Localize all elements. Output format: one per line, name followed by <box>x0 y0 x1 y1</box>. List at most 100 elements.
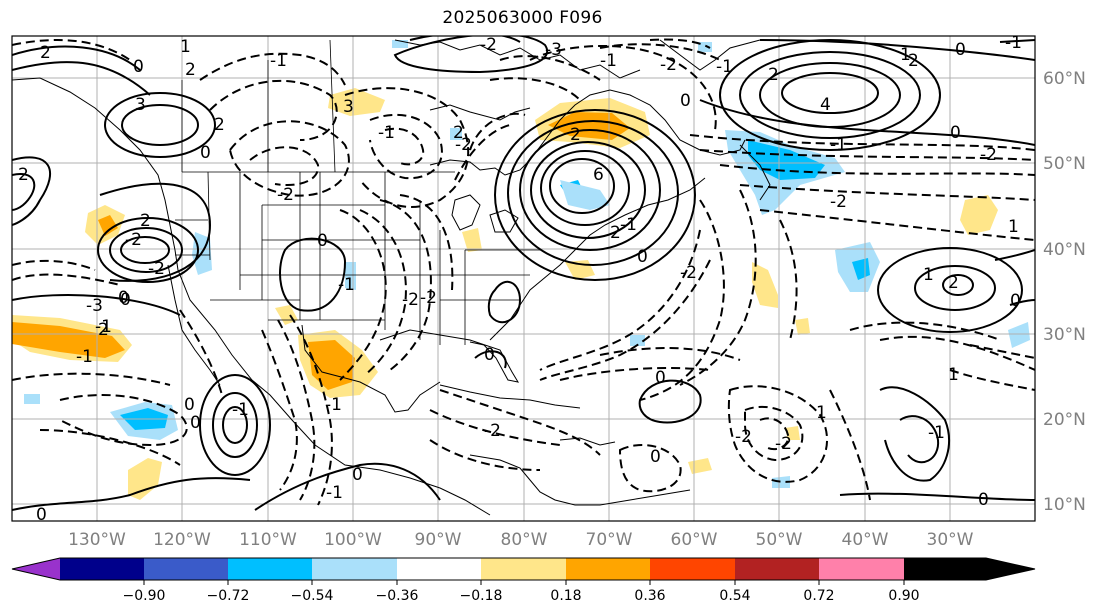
colorbar-tick-label: −0.90 <box>123 588 166 604</box>
contour-label: 6 <box>593 165 604 185</box>
contour-label: 4 <box>820 95 831 115</box>
contour-label: 0 <box>200 143 211 163</box>
contour-label: 2 <box>768 65 779 85</box>
colorbar-tick-label: 0.36 <box>634 588 665 604</box>
lon-label: 70°W <box>586 530 633 550</box>
colorbar-tick-label: −0.36 <box>376 588 419 604</box>
latitude-labels: 60°N 50°N 40°N 30°N 20°N 10°N <box>1043 69 1086 515</box>
contour-label: -1 <box>326 483 343 503</box>
colorbar-extend-high <box>904 558 1035 580</box>
contour-label: -1 <box>1005 33 1022 53</box>
colorbar-swatch <box>397 558 481 580</box>
contour-label: 0 <box>484 345 495 365</box>
colorbar-tick-label: −0.18 <box>460 588 503 604</box>
contour-label: 2 <box>98 320 109 340</box>
contour-label: 2 <box>610 223 621 243</box>
map-area: 2 1 2 0 3 2 2 0 -1 -2 3 0 -1 -2 2 4 -2 -… <box>12 33 1035 525</box>
contour-label: -2 <box>775 434 792 454</box>
contour-label: 2 <box>18 165 29 185</box>
longitude-labels: 130°W 120°W 110°W 100°W 90°W 80°W 70°W 6… <box>68 530 974 550</box>
contour-label: 0 <box>955 40 966 60</box>
contour-label: -1 <box>232 400 249 420</box>
contour-label: 1 <box>948 365 959 385</box>
contour-label: 2 <box>570 125 581 145</box>
contour-label: 2 <box>185 60 196 80</box>
contour-label: 2 <box>948 273 959 293</box>
lon-label: 30°W <box>927 530 974 550</box>
contour-label: 0 <box>680 91 691 111</box>
dashed-contours <box>12 38 1035 506</box>
contour-label: -1 <box>716 57 733 77</box>
lat-label: 50°N <box>1043 154 1086 174</box>
anomaly-shading <box>12 40 1030 500</box>
contour-label: -1 <box>378 123 395 143</box>
contour-label: -2 <box>484 421 501 441</box>
colorbar-swatch <box>144 558 228 580</box>
contour-label: 2 <box>40 43 51 63</box>
contour-label: 1 <box>180 37 191 57</box>
lat-label: 10°N <box>1043 495 1086 515</box>
contour-label: -1 <box>325 395 342 415</box>
contour-label: -2 <box>735 427 752 447</box>
contour-label: -2 <box>680 263 697 283</box>
contour-label: -2 <box>455 135 472 155</box>
colorbar-extend-low <box>12 558 60 580</box>
contour-label: 3 <box>343 97 354 117</box>
contour-label: 0 <box>978 490 989 510</box>
colorbar-tick-label: −0.72 <box>207 588 250 604</box>
contour-label: 2 <box>908 51 919 71</box>
colorbar-swatch <box>650 558 735 580</box>
contour-label: 0 <box>118 288 129 308</box>
lat-label: 60°N <box>1043 69 1086 89</box>
contour-label: 1 <box>816 403 827 423</box>
contour-label: -1 <box>830 135 847 155</box>
contour-label: 0 <box>184 395 195 415</box>
contour-label: 0 <box>352 465 363 485</box>
contour-label: -3 <box>545 40 562 60</box>
contour-label: -2 <box>420 288 437 308</box>
colorbar-swatch <box>481 558 566 580</box>
contour-label: -1 <box>600 51 617 71</box>
contour-label: 1 <box>1008 217 1019 237</box>
colorbar: −0.90 −0.72 −0.54 −0.36 −0.18 0.18 0.36 … <box>11 557 1036 604</box>
contour-label: 2 <box>214 115 225 135</box>
contour-label: 2 <box>453 123 464 143</box>
contour-label: -2 <box>480 35 497 55</box>
contour-label: 2 <box>140 211 151 231</box>
contour-label: 1 <box>900 45 911 65</box>
colorbar-tick-label: 0.18 <box>550 588 581 604</box>
contour-label: -2 <box>125 230 142 250</box>
contour-label: 0 <box>650 447 661 467</box>
contour-label: -1 <box>76 347 93 367</box>
lon-label: 50°W <box>756 530 803 550</box>
map-title: 2025063000 F096 <box>442 8 603 28</box>
lon-label: 60°W <box>671 530 718 550</box>
lon-label: 130°W <box>68 530 126 550</box>
lon-label: 90°W <box>415 530 462 550</box>
colorbar-tick-label: −0.54 <box>291 588 334 604</box>
contour-label: 0 <box>1010 291 1021 311</box>
contour-label: -2 <box>402 290 419 310</box>
colorbar-tick-label: 0.54 <box>719 588 750 604</box>
colorbar-swatch <box>228 558 312 580</box>
lon-label: 80°W <box>501 530 548 550</box>
contour-label: -2 <box>148 259 165 279</box>
contour-label: -1 <box>338 275 355 295</box>
contour-label: 0 <box>36 505 47 525</box>
contour-label: -3 <box>86 296 103 316</box>
contour-label: -2 <box>660 55 677 75</box>
contour-label: -1 <box>620 215 637 235</box>
lat-label: 30°N <box>1043 325 1086 345</box>
contour-label: -2 <box>830 192 847 212</box>
contour-label: 3 <box>135 95 146 115</box>
contour-label: 0 <box>190 413 201 433</box>
contour-label: -2 <box>277 185 294 205</box>
contour-label: 0 <box>317 231 328 251</box>
solid-contours <box>12 36 1035 511</box>
lon-label: 40°W <box>842 530 889 550</box>
map-frame <box>11 35 1036 522</box>
colorbar-swatch <box>60 558 144 580</box>
colorbar-tick-label: 0.72 <box>803 588 834 604</box>
coastlines <box>12 39 771 516</box>
